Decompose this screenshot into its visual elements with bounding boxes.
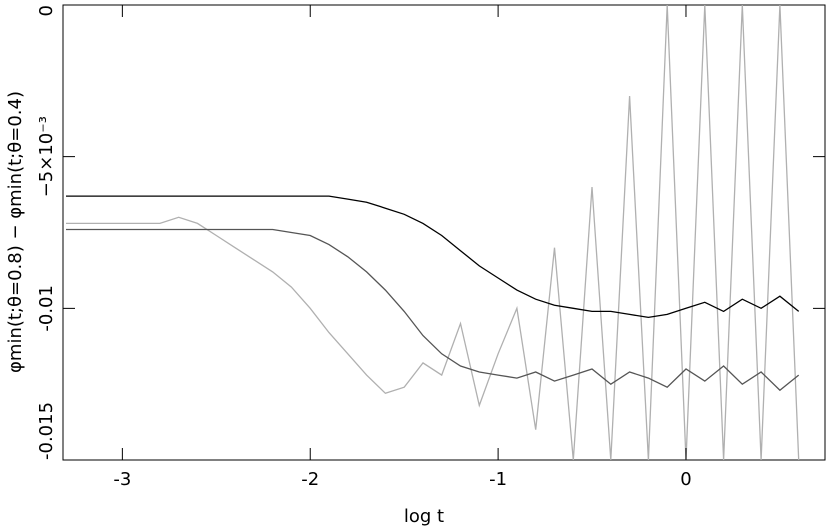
x-axis-label: log t (404, 506, 444, 527)
data-line (66, 5, 800, 460)
data-line (66, 195, 800, 319)
y-tick-label: -0.01 (36, 285, 57, 332)
x-tick-label: -2 (301, 469, 319, 490)
plot-area (66, 5, 800, 460)
y-tick-label: −5×10⁻³ (36, 116, 57, 197)
x-tick-label: -3 (113, 469, 131, 490)
y-tick-label: 0 (36, 5, 57, 16)
data-line (66, 228, 800, 392)
plot-frame (62, 4, 826, 461)
x-tick-label: -1 (489, 469, 507, 490)
y-tick-label: -0.015 (36, 402, 57, 460)
x-tick-label: 0 (680, 469, 691, 490)
y-axis-label: φmin(t;θ=0.8) − φmin(t;θ=0.4) (5, 91, 26, 373)
